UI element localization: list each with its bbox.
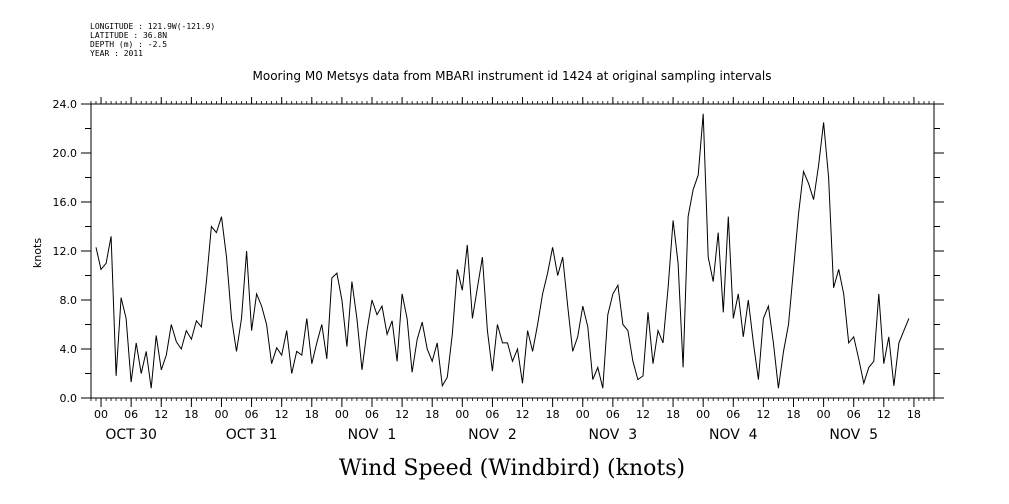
x-tick-label: 12 (636, 408, 650, 421)
y-tick-label: 12.0 (53, 245, 78, 258)
chart-title: Wind Speed (Windbird) (knots) (339, 456, 685, 481)
chart-subtitle: Mooring M0 Metsys data from MBARI instru… (253, 69, 772, 83)
x-tick-label: 18 (305, 408, 319, 421)
x-tick-label: 18 (546, 408, 560, 421)
plot-frame (90, 103, 935, 399)
x-day-label: NOV 2 (468, 427, 517, 443)
x-tick-label: 12 (756, 408, 770, 421)
x-tick-label: 18 (907, 408, 921, 421)
x-day-label: OCT 30 (105, 427, 157, 443)
x-tick-label: 00 (455, 408, 469, 421)
x-tick-label: 00 (576, 408, 590, 421)
x-minor-ticks (90, 101, 935, 401)
x-tick-label: 18 (425, 408, 439, 421)
x-tick-label: 00 (214, 408, 228, 421)
y-tick-label: 8.0 (60, 294, 78, 307)
x-tick-label: 18 (184, 408, 198, 421)
x-tick-label: 00 (94, 408, 108, 421)
x-day-label: NOV 3 (589, 427, 638, 443)
x-tick-label: 12 (275, 408, 289, 421)
y-tick-label: 0.0 (60, 392, 78, 405)
x-tick-label: 12 (395, 408, 409, 421)
y-axis-label: knots (31, 238, 44, 268)
x-day-label: NOV 1 (348, 427, 397, 443)
x-tick-label: 06 (847, 408, 861, 421)
x-tick-label: 06 (124, 408, 138, 421)
y-tick-label: 20.0 (53, 147, 78, 160)
y-tick-label: 16.0 (53, 196, 78, 209)
x-tick-label: 06 (245, 408, 259, 421)
x-tick-label: 06 (365, 408, 379, 421)
x-day-label: NOV 5 (829, 427, 878, 443)
year-text: YEAR : 2011 (90, 49, 143, 58)
x-tick-label: 06 (726, 408, 740, 421)
x-tick-label: 00 (335, 408, 349, 421)
x-tick-label: 00 (817, 408, 831, 421)
depth-text: DEPTH (m) : -2.5 (90, 40, 168, 49)
x-tick-label: 12 (516, 408, 530, 421)
series-line-wind-speed (95, 113, 910, 389)
plot-axes: 00 06 12 18 00 06 12 18 00 06 12 18 00 06 12 18 00 06 12 18… (53, 97, 944, 443)
x-tick-label: 18 (666, 408, 680, 421)
x-tick-label: 12 (154, 408, 168, 421)
x-tick-label: 06 (606, 408, 620, 421)
longitude-text: LONGITUDE : 121.9W(-121.9) (90, 22, 216, 31)
y-tick-label: 4.0 (60, 343, 78, 356)
x-day-label: OCT 31 (226, 427, 278, 443)
x-tick-label: 00 (696, 408, 710, 421)
metadata-block: LONGITUDE : 121.9W(-121.9) LATITUDE : 36… (90, 22, 215, 58)
latitude-text: LATITUDE : 36.8N (90, 31, 168, 40)
x-tick-label: 18 (787, 408, 801, 421)
x-day-label: NOV 4 (709, 427, 758, 443)
y-tick-label: 24.0 (53, 98, 78, 111)
x-tick-label: 12 (877, 408, 891, 421)
x-tick-label: 06 (485, 408, 499, 421)
